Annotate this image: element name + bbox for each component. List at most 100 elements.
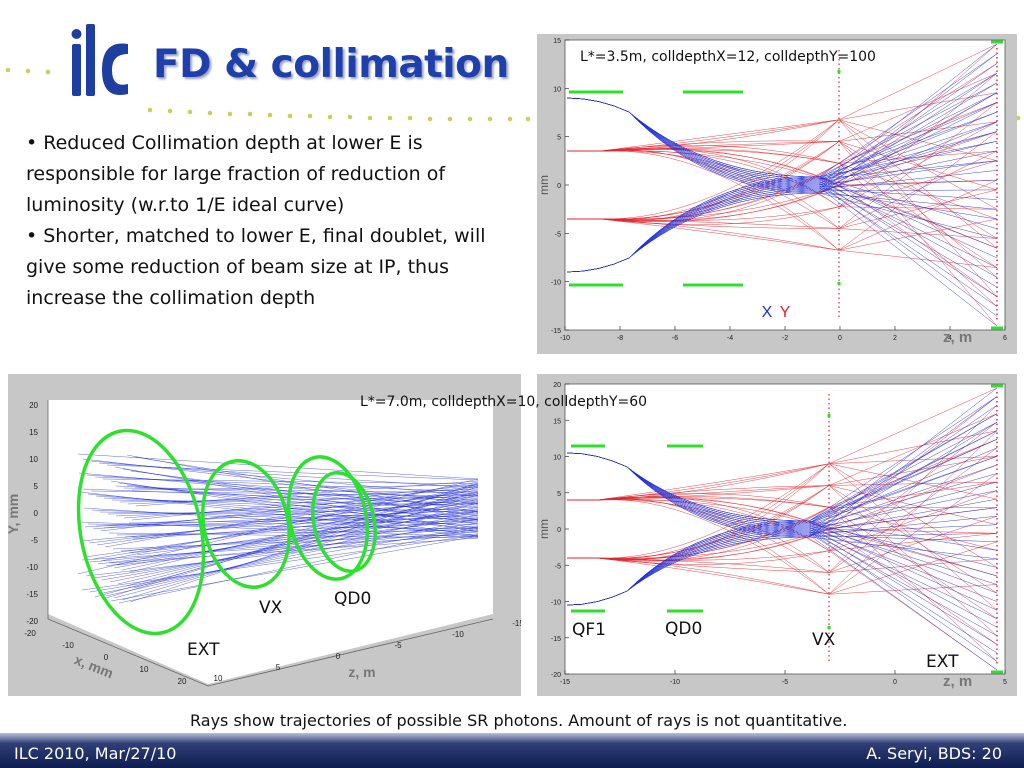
ray-fan [77,453,479,604]
plot-bottom-label: L*=7.0m, colldepthX=10, colldepthY=60 [360,394,648,410]
x-tick-label: -20 [24,629,36,638]
x-tick-label: -8 [617,335,623,342]
ray-line [104,481,479,548]
y-tick-label: 15 [553,418,561,425]
y-tick-label: 0 [557,527,561,534]
y-tick-label: -10 [551,600,561,607]
ray-line [81,534,479,561]
ray-y [567,430,998,559]
ip-marker [827,414,831,417]
z-tick-label: -10 [452,630,464,639]
z-axis-label: z, m [348,664,375,680]
ray-line [81,534,479,591]
annotation-vx: VX [812,630,836,650]
ray-line [108,537,479,564]
y-tick-label: 15 [29,428,38,437]
bullet-list: • Reduced Collimation depth at lower E i… [26,128,526,314]
y-tick-label: -5 [555,231,561,238]
ray-line [129,486,479,573]
z-tick-label: 0 [336,652,341,661]
ray-line [129,486,479,603]
y-tick-label: 20 [553,382,561,389]
ray-plot-3d-svg: 20 15 10 5 0 -5 -10 -15 -20 -20 -10 0 10 20 10 5 0 -5 -10 -… [5,400,524,687]
y-tick-label: 10 [553,86,561,93]
bullet-text-2: Shorter, matched to lower E, final doubl… [26,225,486,309]
y-axis-label: mm [537,175,551,195]
x-tick-label: 6 [1003,335,1007,342]
ray-line [93,522,479,579]
slide-caption: Rays show trajectories of possible SR ph… [190,711,848,730]
ray-line [83,507,479,534]
y-tick-label: 5 [557,135,561,142]
ray-line [105,510,479,567]
ray-line [94,491,479,598]
ray-y [567,506,998,559]
x-axis-label: x, mm [72,651,116,681]
ray-y [567,456,998,501]
ray-line [128,517,479,524]
ray-line [82,458,479,505]
x-tick-label: -15 [560,679,570,686]
annotation-qd0-3d: QD0 [334,589,372,609]
x-tick-label: -10 [670,679,680,686]
z-tick-label: -15 [512,619,521,628]
y-tick-label: 15 [553,38,561,45]
y-tick-label: 5 [557,491,561,498]
ray-x [566,456,998,606]
axis-box [47,400,494,687]
ray-line [85,530,479,577]
bullet-item: • Shorter, matched to lower E, final dou… [26,225,486,309]
z-tick-label: 10 [214,674,223,683]
z-tick-label: 5 [276,663,281,672]
slide-title: FD & collimation [153,42,509,87]
ray-line [134,456,479,513]
ext-ring [76,428,206,636]
ip-marker [837,282,841,285]
ray-y [567,493,998,619]
footer-left: ILC 2010, Mar/27/10 [14,744,177,763]
x-tick-label: 5 [1003,679,1007,686]
annotation-qd0: QD0 [665,619,703,639]
x-tick-label: -4 [727,335,733,342]
x-tick-label: -2 [782,335,788,342]
y-tick-label: -10 [551,280,561,287]
x-tick-label: -10 [62,641,74,650]
qd0-ring-2 [311,470,377,574]
ray-y [567,162,998,268]
bullet-item: • Reduced Collimation depth at lower E i… [26,132,446,216]
ray-y [567,149,998,220]
ray-line [121,494,479,571]
y-tick-label: -20 [26,617,38,626]
ray-bundle [566,387,998,671]
ray-x [566,430,998,524]
x-tick-label: -6 [672,335,678,342]
x-tick-label: 10 [140,665,149,674]
y-tick-label: -5 [555,563,561,570]
y-tick-label: 0 [34,509,39,518]
ray-y [567,145,998,307]
ray-y [567,497,998,508]
x-tick-label: 20 [178,677,187,686]
ray-line [113,502,479,569]
x-tick-label: -10 [560,335,570,342]
y-tick-label: -10 [26,563,38,572]
plot-top-label: L*=3.5m, colldepthX=12, colldepthY=100 [580,49,876,65]
ilc-logo [71,24,128,96]
ray-line [77,478,479,575]
y-tick-label: 0 [557,183,561,190]
ray-y [567,121,998,221]
bullet-text-1: Reduced Collimation depth at lower E is … [26,132,446,216]
ray-line [88,497,479,544]
annotation-qf1: QF1 [572,620,606,640]
legend-x: X [762,304,773,321]
ray-y [567,485,998,559]
ray-bundle [566,43,998,327]
ray-line [136,509,479,526]
ray-line [86,474,479,501]
qd0-ring [286,455,370,581]
y-tick-label: 20 [29,401,38,410]
ray-y [567,463,998,561]
ray-plot-bottom: 20 15 10 5 0 -5 -10 -15 -20 -15 -10 -5 0 5 mm z, m [537,374,1017,696]
